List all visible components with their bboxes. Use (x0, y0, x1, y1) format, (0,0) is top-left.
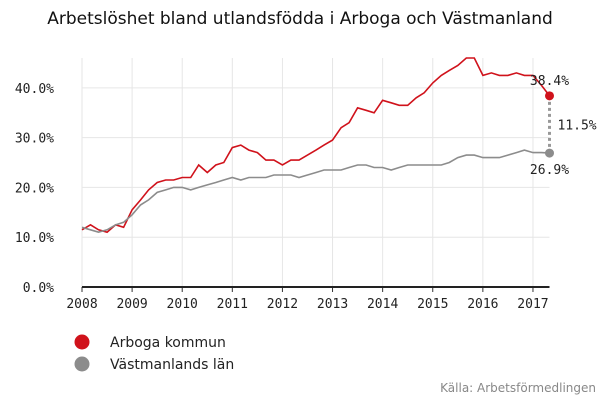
legend-label: Arboga kommun (110, 335, 226, 351)
x-tick-label: 2009 (116, 297, 147, 312)
end-label: 26.9% (530, 163, 569, 178)
y-tick-label: 20.0% (15, 181, 54, 196)
end-label: 38.4% (530, 74, 569, 89)
legend-marker (74, 334, 90, 350)
x-tick-label: 2015 (417, 297, 448, 312)
legend-marker (74, 356, 90, 372)
end-point (545, 91, 554, 101)
legend-label: Västmanlands län (110, 357, 234, 373)
source: Källa: Arbetsförmedlingen (440, 381, 596, 395)
x-tick-label: 2010 (167, 297, 198, 312)
gap-label: 11.5% (558, 118, 597, 133)
x-tick-label: 2011 (217, 297, 248, 312)
chart-title: Arbetslöshet bland utlandsfödda i Arboga… (47, 9, 553, 29)
y-tick-label: 30.0% (15, 132, 54, 147)
line-series (81, 149, 550, 234)
x-tick-label: 2013 (317, 297, 348, 312)
x-tick-label: 2016 (467, 297, 498, 312)
x-tick-label: 2014 (367, 297, 398, 312)
line-series (81, 57, 551, 234)
y-tick-label: 0.0% (23, 281, 54, 296)
x-tick-label: 2012 (267, 297, 298, 312)
y-tick-label: 40.0% (15, 82, 54, 97)
x-tick-label: 2008 (66, 297, 97, 312)
end-point (545, 148, 554, 158)
y-tick-label: 10.0% (15, 231, 54, 246)
x-tick-label: 2017 (517, 297, 548, 312)
